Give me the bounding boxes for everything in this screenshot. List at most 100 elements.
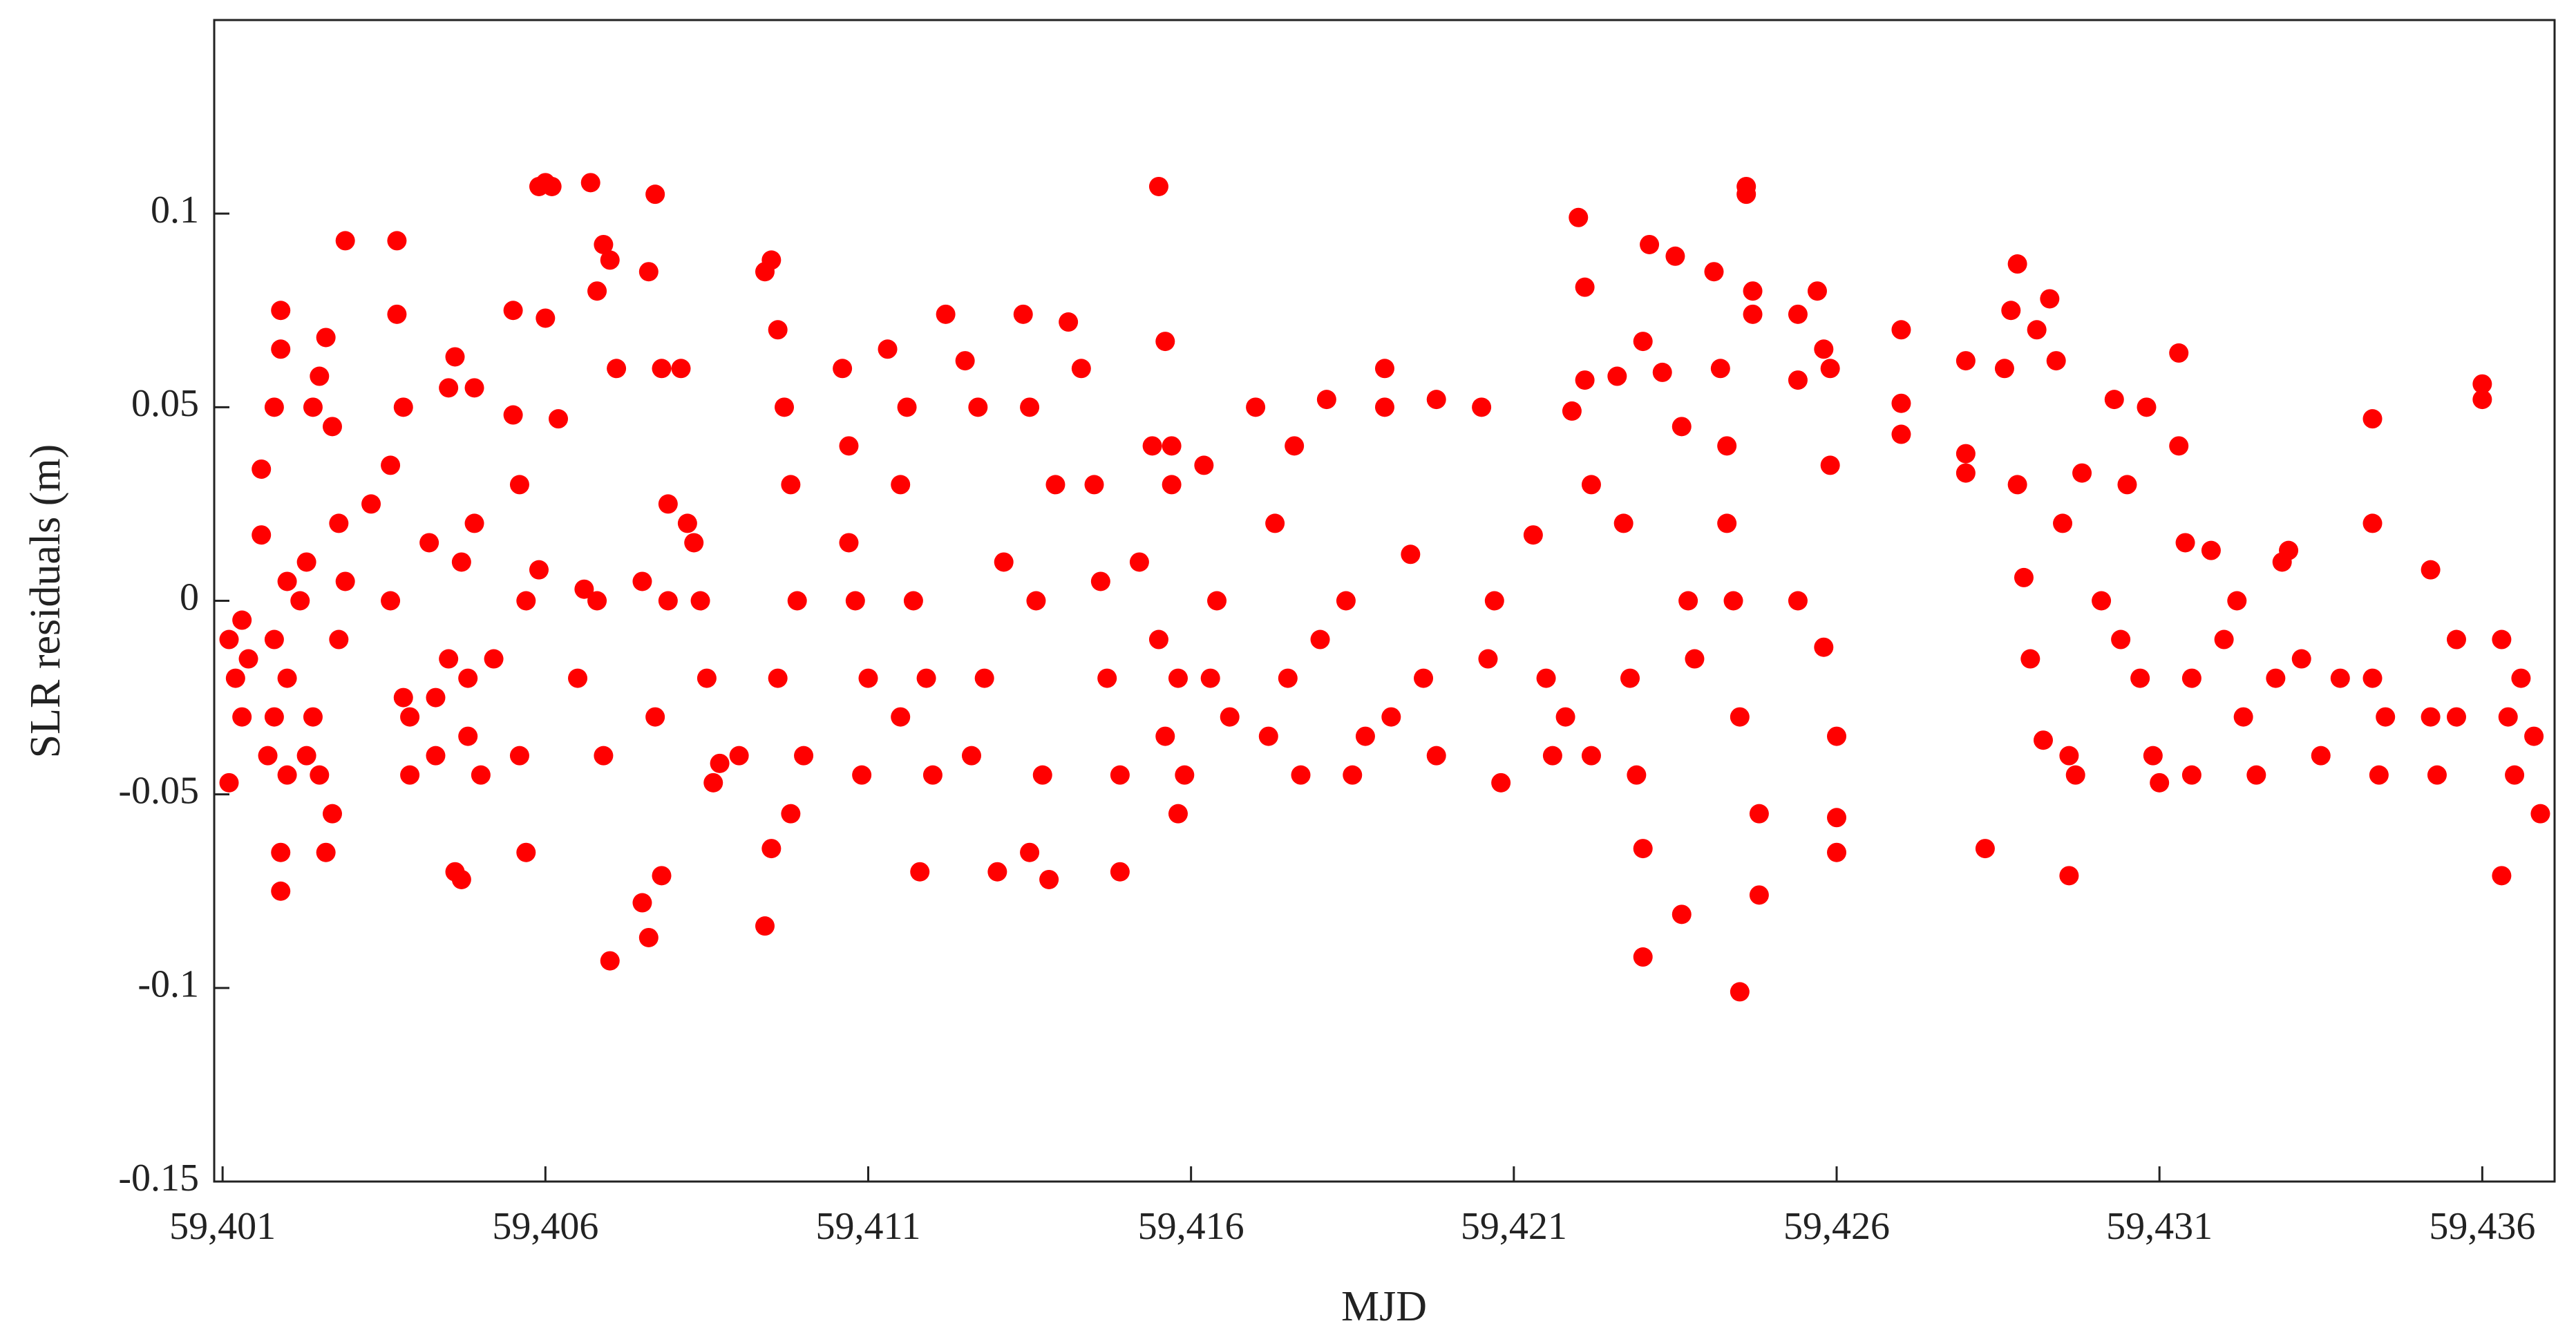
point — [2169, 436, 2189, 456]
point — [2498, 707, 2518, 727]
point — [2446, 707, 2466, 727]
point — [1207, 591, 1227, 611]
point — [426, 746, 446, 766]
point — [296, 552, 316, 572]
point — [1310, 629, 1330, 649]
x-tick-label: 59,411 — [816, 1205, 921, 1248]
point — [2104, 390, 2124, 410]
point — [580, 173, 600, 193]
point — [464, 513, 484, 533]
point — [1652, 362, 1672, 382]
point — [1891, 424, 1911, 444]
point — [594, 234, 614, 254]
point — [897, 397, 917, 417]
y-tick-label: -0.15 — [118, 1157, 199, 1199]
point — [761, 839, 782, 859]
point — [1013, 304, 1033, 324]
point — [1975, 839, 1995, 859]
x-tick-label: 59,436 — [2429, 1205, 2535, 1248]
point — [1891, 320, 1911, 340]
point — [1575, 370, 1595, 390]
point — [2150, 772, 2170, 793]
point — [2137, 397, 2157, 417]
point — [587, 591, 607, 611]
x-axis-label: MJD — [1341, 1283, 1427, 1330]
point — [2201, 540, 2221, 560]
point — [794, 746, 814, 766]
point — [2175, 533, 2195, 553]
point — [2040, 289, 2060, 309]
point — [2065, 765, 2085, 785]
point — [768, 668, 788, 688]
point — [303, 397, 323, 417]
point — [833, 359, 853, 379]
point — [1581, 746, 1601, 766]
point — [1355, 726, 1375, 746]
point — [509, 746, 529, 766]
point — [729, 746, 749, 766]
point — [1246, 397, 1266, 417]
point — [2330, 668, 2350, 688]
point — [1749, 885, 1769, 905]
x-tick-label: 59,406 — [492, 1205, 598, 1248]
point — [2291, 649, 2311, 669]
point — [310, 366, 330, 386]
point — [1401, 544, 1421, 565]
point — [277, 571, 297, 591]
point — [503, 405, 523, 425]
point — [219, 772, 239, 793]
point — [2421, 707, 2441, 727]
point — [1743, 281, 1763, 301]
point — [781, 475, 801, 495]
point — [1374, 397, 1394, 417]
point — [1084, 475, 1104, 495]
point — [1045, 475, 1066, 495]
point — [574, 579, 594, 599]
point — [381, 455, 401, 475]
point — [1414, 668, 1434, 688]
point — [2007, 254, 2027, 274]
point — [1562, 401, 1582, 421]
y-tick-label: 0.05 — [131, 382, 199, 425]
point — [484, 649, 504, 669]
point — [2001, 301, 2021, 321]
point — [1678, 591, 1698, 611]
point — [2143, 746, 2163, 766]
point — [361, 494, 381, 514]
point — [400, 707, 420, 727]
point — [1723, 591, 1743, 611]
point — [1155, 332, 1175, 352]
point — [1316, 390, 1336, 410]
point — [252, 459, 272, 479]
point — [225, 668, 245, 688]
point — [632, 893, 652, 913]
point — [1827, 842, 1847, 862]
point — [1162, 436, 1182, 456]
point — [652, 866, 672, 886]
point — [1717, 436, 1737, 456]
point — [2046, 351, 2066, 371]
point — [922, 765, 943, 785]
point — [710, 753, 730, 773]
point — [529, 560, 549, 580]
point — [1640, 234, 1660, 254]
point — [839, 533, 859, 553]
point — [2033, 730, 2053, 750]
point — [1613, 513, 1633, 533]
point — [1891, 393, 1911, 413]
point — [768, 320, 788, 340]
point — [755, 916, 775, 936]
x-tick-label: 59,401 — [169, 1205, 276, 1248]
point — [1020, 842, 1040, 862]
point — [987, 862, 1007, 882]
point — [1220, 707, 1240, 727]
point — [2227, 591, 2247, 611]
point — [1162, 475, 1182, 495]
point — [1278, 668, 1298, 688]
point — [1730, 707, 1750, 727]
x-tick-label: 59,421 — [1461, 1205, 1567, 1248]
point — [1743, 304, 1763, 324]
point — [2246, 765, 2266, 785]
point — [671, 359, 691, 379]
